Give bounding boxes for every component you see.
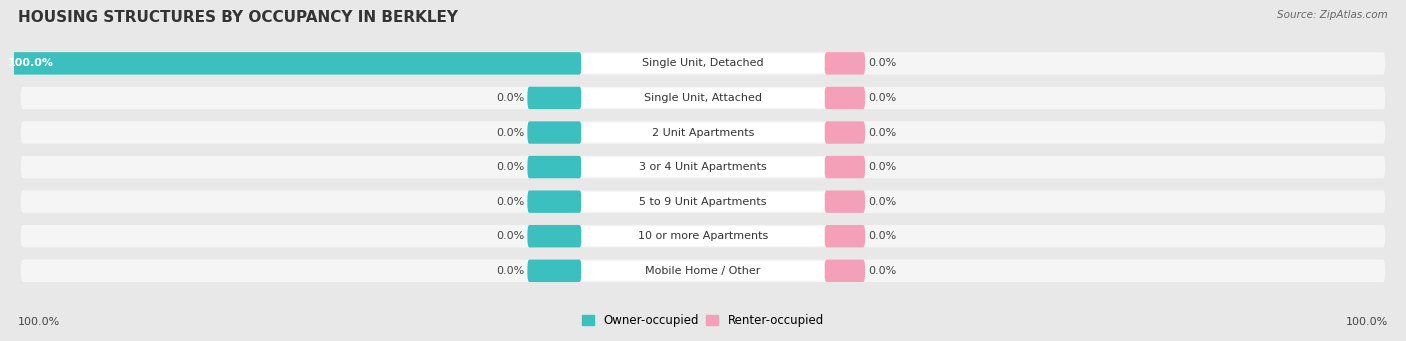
- Text: 0.0%: 0.0%: [869, 162, 897, 172]
- FancyBboxPatch shape: [527, 225, 582, 248]
- FancyBboxPatch shape: [582, 88, 824, 108]
- FancyBboxPatch shape: [527, 190, 582, 213]
- Text: HOUSING STRUCTURES BY OCCUPANCY IN BERKLEY: HOUSING STRUCTURES BY OCCUPANCY IN BERKL…: [18, 10, 458, 25]
- FancyBboxPatch shape: [824, 156, 865, 178]
- FancyBboxPatch shape: [21, 121, 1385, 144]
- Text: 0.0%: 0.0%: [496, 197, 524, 207]
- FancyBboxPatch shape: [824, 121, 865, 144]
- FancyBboxPatch shape: [21, 190, 1385, 213]
- FancyBboxPatch shape: [21, 156, 1385, 178]
- Text: Mobile Home / Other: Mobile Home / Other: [645, 266, 761, 276]
- Text: 0.0%: 0.0%: [496, 93, 524, 103]
- FancyBboxPatch shape: [582, 192, 824, 211]
- Text: 0.0%: 0.0%: [496, 128, 524, 137]
- Text: 100.0%: 100.0%: [1346, 317, 1388, 327]
- FancyBboxPatch shape: [582, 123, 824, 143]
- FancyBboxPatch shape: [21, 52, 1385, 75]
- FancyBboxPatch shape: [824, 190, 865, 213]
- Text: 0.0%: 0.0%: [496, 266, 524, 276]
- FancyBboxPatch shape: [0, 52, 582, 75]
- Text: 100.0%: 100.0%: [18, 317, 60, 327]
- Text: 10 or more Apartments: 10 or more Apartments: [638, 231, 768, 241]
- Text: 100.0%: 100.0%: [7, 58, 53, 69]
- Text: Single Unit, Attached: Single Unit, Attached: [644, 93, 762, 103]
- Text: 0.0%: 0.0%: [496, 231, 524, 241]
- Legend: Owner-occupied, Renter-occupied: Owner-occupied, Renter-occupied: [578, 309, 828, 332]
- Text: 0.0%: 0.0%: [869, 93, 897, 103]
- FancyBboxPatch shape: [21, 87, 1385, 109]
- FancyBboxPatch shape: [527, 121, 582, 144]
- FancyBboxPatch shape: [582, 157, 824, 177]
- FancyBboxPatch shape: [527, 260, 582, 282]
- FancyBboxPatch shape: [527, 156, 582, 178]
- FancyBboxPatch shape: [824, 52, 865, 75]
- Text: 3 or 4 Unit Apartments: 3 or 4 Unit Apartments: [640, 162, 766, 172]
- FancyBboxPatch shape: [824, 260, 865, 282]
- Text: 2 Unit Apartments: 2 Unit Apartments: [652, 128, 754, 137]
- Text: 0.0%: 0.0%: [496, 162, 524, 172]
- Text: Single Unit, Detached: Single Unit, Detached: [643, 58, 763, 69]
- FancyBboxPatch shape: [582, 54, 824, 73]
- Text: 0.0%: 0.0%: [869, 197, 897, 207]
- Text: 0.0%: 0.0%: [869, 128, 897, 137]
- Text: 0.0%: 0.0%: [869, 231, 897, 241]
- FancyBboxPatch shape: [824, 87, 865, 109]
- FancyBboxPatch shape: [21, 225, 1385, 248]
- FancyBboxPatch shape: [527, 87, 582, 109]
- Text: 0.0%: 0.0%: [869, 58, 897, 69]
- Text: Source: ZipAtlas.com: Source: ZipAtlas.com: [1277, 10, 1388, 20]
- FancyBboxPatch shape: [824, 225, 865, 248]
- FancyBboxPatch shape: [582, 226, 824, 246]
- Text: 0.0%: 0.0%: [869, 266, 897, 276]
- FancyBboxPatch shape: [582, 261, 824, 281]
- Text: 5 to 9 Unit Apartments: 5 to 9 Unit Apartments: [640, 197, 766, 207]
- FancyBboxPatch shape: [21, 260, 1385, 282]
